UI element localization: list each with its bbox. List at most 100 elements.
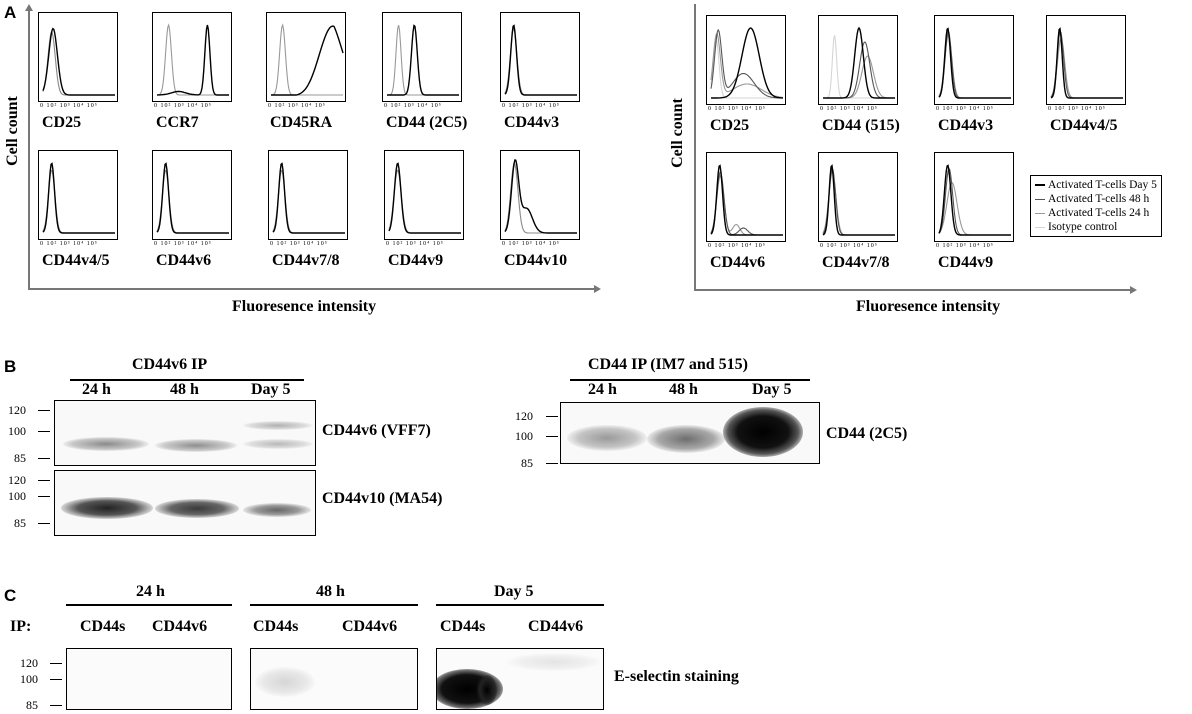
histogram-curve xyxy=(938,164,1011,236)
mw-tick xyxy=(38,480,50,481)
panel-a-right-x-axis xyxy=(694,289,1132,291)
panel-a-left-ylabel: Cell count xyxy=(4,96,21,166)
legend-item: Activated T-cells 48 h xyxy=(1035,192,1157,206)
panel-a-left-xlabel: Fluoresence intensity xyxy=(232,298,377,315)
mw-marker: 85 xyxy=(14,451,26,465)
histogram-plot xyxy=(38,12,118,102)
panel-a-right-ylabel: Cell count xyxy=(669,98,686,168)
histogram-curve xyxy=(42,27,115,96)
histogram-curves xyxy=(272,162,345,234)
histogram-curves xyxy=(387,24,459,96)
lane-label: CD44v6 xyxy=(528,618,584,635)
mw-marker: 100 xyxy=(8,424,26,438)
histogram-plot xyxy=(934,15,1014,105)
histogram-curve xyxy=(823,26,895,99)
histogram-plot xyxy=(384,150,464,240)
histogram-plot xyxy=(38,150,118,240)
marker-label: CD44v10 xyxy=(504,252,568,269)
panel-a-right-xlabel: Fluoresence intensity xyxy=(856,298,1001,315)
axis-ticks: 0 10² 10³ 10⁴ 10⁵ xyxy=(154,241,212,247)
histogram-curves xyxy=(1050,27,1123,99)
histogram-plot xyxy=(706,152,786,242)
histogram-curve xyxy=(388,162,461,234)
lane-label: CD44v6 xyxy=(342,618,398,635)
timepoint-label: Day 5 xyxy=(494,583,534,600)
histogram-curve xyxy=(710,164,783,236)
mw-marker: 100 xyxy=(20,672,38,686)
histogram-curve xyxy=(270,23,343,96)
lane-label: CD44v6 xyxy=(152,618,208,635)
mw-marker: 120 xyxy=(8,473,26,487)
marker-label: CD44v6 xyxy=(710,254,766,271)
panel-b-right-title: CD44 IP (IM7 and 515) xyxy=(588,356,749,373)
histogram-curve xyxy=(387,24,459,96)
stain-label: E-selectin staining xyxy=(614,668,739,685)
blot-band xyxy=(155,499,239,518)
blot-band xyxy=(567,425,647,451)
mw-marker: 120 xyxy=(20,656,38,670)
marker-label: CD44 (515) xyxy=(822,117,900,134)
timepoint-label: 48 h xyxy=(316,583,345,600)
legend-item: Activated T-cells Day 5 xyxy=(1035,178,1157,192)
marker-label: CD44v6 xyxy=(156,252,212,269)
axis-ticks: 0 10² 10³ 10⁴ 10⁵ xyxy=(502,241,560,247)
histogram-curve xyxy=(711,27,783,99)
histogram-curve xyxy=(504,159,577,234)
histogram-plot xyxy=(818,15,898,105)
blot-cd44-2c5 xyxy=(560,402,820,464)
blot-label: CD44 (2C5) xyxy=(826,425,908,442)
histogram-curve xyxy=(1050,27,1123,99)
blot-label: CD44v6 (VFF7) xyxy=(322,422,431,439)
mw-tick xyxy=(546,463,558,464)
lane-label: Day 5 xyxy=(752,381,792,398)
histogram-plot xyxy=(934,152,1014,242)
histogram-curve xyxy=(42,31,115,96)
lane-label: Day 5 xyxy=(251,381,291,398)
axis-ticks: 0 10² 10³ 10⁴ 10⁵ xyxy=(40,241,98,247)
mw-tick xyxy=(38,410,50,411)
axis-ticks: 0 10² 10³ 10⁴ 10⁵ xyxy=(708,106,766,112)
mw-tick xyxy=(38,431,50,432)
blot-band xyxy=(723,407,803,457)
x-axis-arrow xyxy=(1130,286,1137,294)
histogram-curve xyxy=(822,164,895,236)
histogram-curve xyxy=(710,38,783,99)
timepoint-line xyxy=(250,604,418,606)
mw-marker: 85 xyxy=(14,516,26,530)
blot-band xyxy=(507,653,601,671)
blot-band xyxy=(155,439,237,452)
histogram-curves xyxy=(710,164,783,236)
blot-band xyxy=(63,437,149,451)
histogram-plot xyxy=(152,150,232,240)
marker-label: CD44v7/8 xyxy=(822,254,890,271)
lane-label: 48 h xyxy=(669,381,698,398)
marker-label: CD44v4/5 xyxy=(42,252,110,269)
histogram-curves xyxy=(42,162,115,234)
lane-label: CD44s xyxy=(80,618,126,635)
blot-band xyxy=(243,421,313,430)
ip-label: IP: xyxy=(10,618,32,635)
mw-marker: 120 xyxy=(515,409,533,423)
histogram-plot xyxy=(268,150,348,240)
histogram-plot xyxy=(500,150,580,240)
blot-band xyxy=(477,675,497,705)
marker-label: CD44v3 xyxy=(504,114,560,131)
marker-label: CD25 xyxy=(710,117,750,134)
axis-ticks: 0 10² 10³ 10⁴ 10⁵ xyxy=(936,243,994,249)
mw-marker: 85 xyxy=(521,456,533,470)
marker-label: CD44v9 xyxy=(388,252,444,269)
histogram-curves xyxy=(388,162,461,234)
legend-item: Isotype control xyxy=(1035,220,1157,234)
histogram-curve xyxy=(710,28,783,99)
histogram-curve xyxy=(387,25,459,96)
blot-band xyxy=(243,439,313,449)
histogram-curve xyxy=(156,24,229,96)
mw-tick xyxy=(546,416,558,417)
marker-label: CD44v7/8 xyxy=(272,252,340,269)
mw-tick xyxy=(50,663,62,664)
lane-label: CD44s xyxy=(253,618,299,635)
histogram-curves xyxy=(710,27,784,99)
blot-band xyxy=(255,667,315,697)
lane-label: CD44s xyxy=(440,618,486,635)
lane-label: 24 h xyxy=(588,381,617,398)
